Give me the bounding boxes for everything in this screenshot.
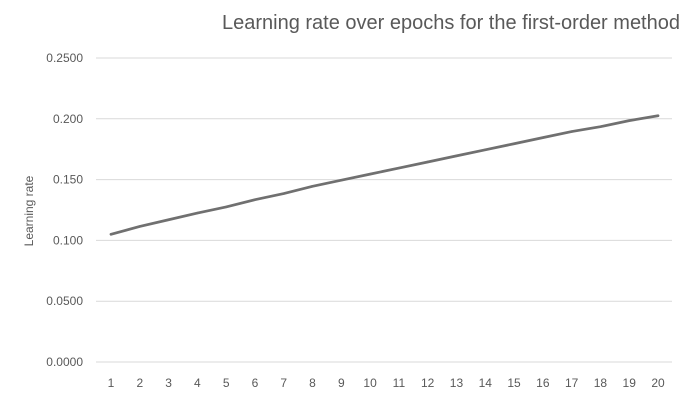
data-point (541, 136, 545, 139)
x-tick-label: 7 (280, 376, 287, 390)
x-tick-label: 2 (136, 376, 143, 390)
y-tick-label: 0.2500 (46, 51, 83, 65)
data-point (224, 205, 228, 209)
data-point (599, 125, 602, 128)
data-point (253, 198, 257, 201)
x-tick-label: 5 (223, 376, 230, 390)
x-tick-label: 11 (393, 376, 406, 390)
series-line (109, 114, 660, 236)
x-tick-label: 20 (651, 376, 665, 390)
data-point (138, 225, 141, 228)
data-point (570, 130, 573, 133)
y-tick-label: 0.150 (53, 173, 83, 187)
y-axis-title: Learning rate (22, 175, 36, 246)
data-point (109, 233, 113, 236)
data-point (196, 211, 199, 215)
data-point (426, 160, 429, 164)
data-point (282, 192, 285, 195)
x-tick-label: 9 (338, 376, 345, 390)
x-tick-label: 4 (194, 376, 201, 390)
data-point (167, 218, 170, 221)
x-tick-label: 17 (565, 376, 579, 390)
chart-title: Learning rate over epochs for the first-… (221, 12, 680, 34)
x-axis-ticks: 1 2 3 4 5 6 7 8 9 10 11 12 13 14 15 16 17 18 19 20 (108, 376, 665, 390)
y-tick-label: 0.100 (53, 233, 83, 247)
gridlines (96, 57, 672, 363)
data-point (340, 179, 343, 182)
data-point (368, 172, 372, 176)
series-layer (109, 114, 660, 236)
data-point (628, 119, 631, 122)
y-tick-label: 0.200 (53, 112, 83, 126)
data-point (311, 185, 314, 188)
data-point (484, 148, 487, 152)
x-tick-label: 6 (252, 376, 259, 390)
data-point (656, 114, 660, 117)
data-point (455, 154, 458, 158)
y-tick-label: 0.0000 (46, 355, 83, 369)
data-point (397, 166, 401, 170)
x-tick-label: 18 (594, 376, 608, 390)
x-tick-label: 16 (536, 376, 550, 390)
x-tick-label: 19 (623, 376, 637, 390)
data-point (512, 142, 516, 145)
x-tick-label: 3 (165, 376, 172, 390)
x-tick-label: 14 (479, 376, 493, 390)
y-tick-label: 0.0500 (46, 294, 83, 308)
x-tick-label: 15 (507, 376, 521, 390)
x-tick-label: 1 (108, 376, 115, 390)
x-tick-label: 12 (421, 376, 435, 390)
x-tick-label: 10 (363, 376, 377, 390)
x-tick-label: 8 (309, 376, 316, 390)
x-tick-label: 13 (450, 376, 464, 390)
y-axis-ticks: 0.0000 0.0500 0.100 0.150 0.200 0.2500 (46, 51, 83, 369)
